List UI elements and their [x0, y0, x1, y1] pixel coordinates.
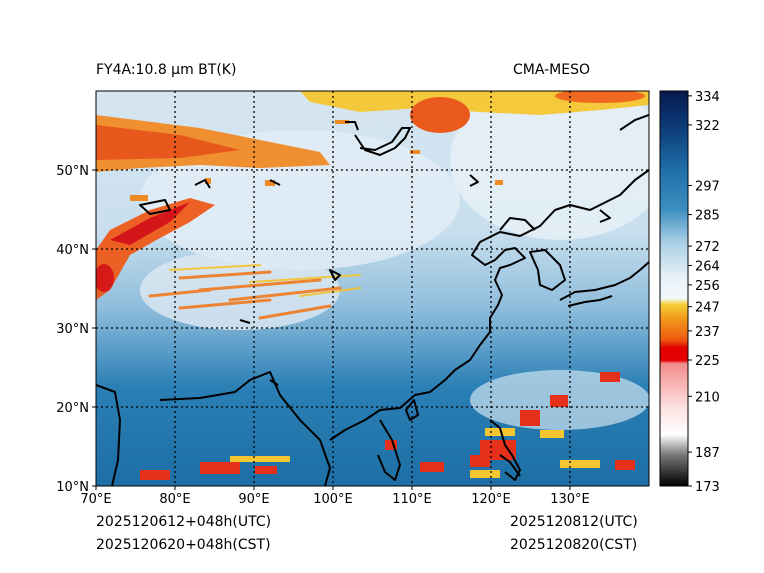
axis-ticks: [92, 169, 571, 490]
colorbar-label: 210: [695, 390, 720, 405]
colorbar-label: 187: [695, 446, 720, 461]
colorbar: [659, 90, 689, 487]
lon-label: 90°E: [238, 492, 269, 507]
lat-label: 40°N: [56, 243, 89, 258]
lat-label: 50°N: [56, 164, 89, 179]
colorbar-label: 256: [695, 279, 720, 294]
colorbar-label: 297: [695, 180, 720, 195]
lon-label: 100°E: [313, 492, 353, 507]
lon-label: 110°E: [392, 492, 432, 507]
gridlines: [96, 91, 649, 486]
satellite-image: [96, 91, 649, 486]
colorbar-label: 237: [695, 325, 720, 340]
product-title: FY4A:10.8 µm BT(K): [96, 62, 237, 78]
lon-label: 70°E: [80, 492, 111, 507]
lon-label: 120°E: [471, 492, 511, 507]
colorbar-ticks: 334 322 297 285 272 264 256 247 237 225 210 187 173: [688, 90, 720, 495]
valid-time-cst: 2025120820(CST): [510, 537, 638, 553]
map-frame: [95, 90, 650, 487]
colorbar-label: 285: [695, 209, 720, 224]
lon-label: 130°E: [550, 492, 590, 507]
colorbar-label: 247: [695, 301, 720, 316]
init-time-cst: 2025120620+048h(CST): [96, 537, 271, 553]
init-time-utc: 2025120612+048h(UTC): [96, 514, 272, 530]
lat-label: 20°N: [56, 401, 89, 416]
colorbar-label: 173: [695, 480, 720, 495]
colorbar-label: 322: [695, 119, 720, 134]
model-title: CMA-MESO: [513, 62, 591, 78]
lon-label: 80°E: [159, 492, 190, 507]
colorbar-label: 272: [695, 240, 720, 255]
lat-label: 10°N: [56, 480, 89, 495]
colorbar-label: 334: [695, 90, 720, 105]
colorbar-label: 225: [695, 354, 720, 369]
valid-time-utc: 2025120812(UTC): [510, 514, 638, 530]
colorbar-label: 264: [695, 259, 720, 274]
lat-label: 30°N: [56, 322, 89, 337]
